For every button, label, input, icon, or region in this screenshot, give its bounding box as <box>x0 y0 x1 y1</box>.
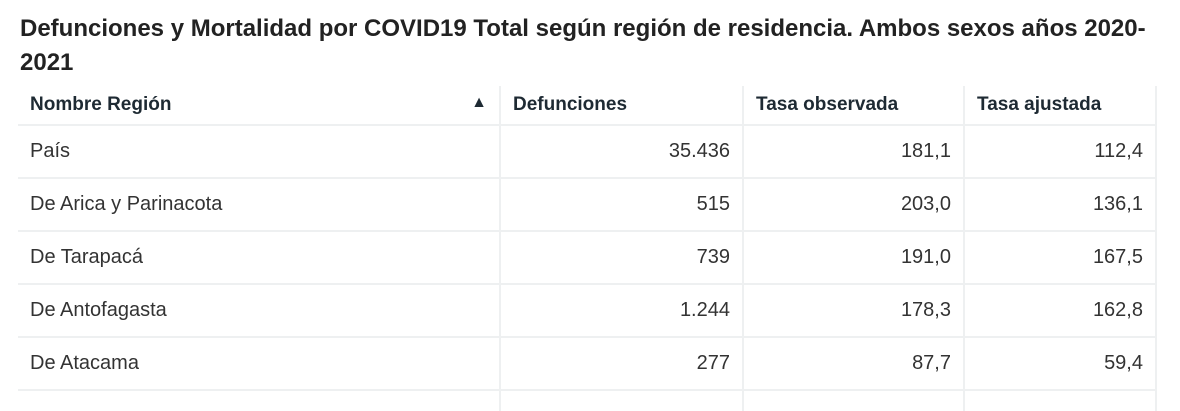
deaths-cell: 515 <box>500 178 744 232</box>
table-row: De Atacama 277 87,7 59,4 <box>18 337 1157 391</box>
empty-cell <box>964 390 1157 411</box>
region-name-cell: De Tarapacá <box>18 231 501 285</box>
deaths-cell: 1.244 <box>500 284 744 338</box>
observed-rate-cell: 203,0 <box>743 178 965 232</box>
column-label: Nombre Región <box>30 94 172 115</box>
column-header-deaths[interactable]: Defunciones <box>500 86 744 126</box>
empty-cell <box>18 390 501 411</box>
column-header-region[interactable]: Nombre Región ▲ <box>18 86 501 126</box>
table-row-partial <box>18 390 1157 411</box>
adjusted-rate-cell: 162,8 <box>964 284 1157 338</box>
empty-cell <box>743 390 965 411</box>
sort-ascending-icon[interactable]: ▲ <box>471 94 487 111</box>
table-row: De Tarapacá 739 191,0 167,5 <box>18 231 1157 285</box>
column-header-observed-rate[interactable]: Tasa observada <box>743 86 965 126</box>
region-name-cell: De Atacama <box>18 337 501 391</box>
deaths-cell: 739 <box>500 231 744 285</box>
observed-rate-cell: 87,7 <box>743 337 965 391</box>
adjusted-rate-cell: 59,4 <box>964 337 1157 391</box>
region-name-cell: De Arica y Parinacota <box>18 178 501 232</box>
column-header-adjusted-rate[interactable]: Tasa ajustada <box>964 86 1157 126</box>
adjusted-rate-cell: 112,4 <box>964 125 1157 179</box>
deaths-cell: 277 <box>500 337 744 391</box>
observed-rate-cell: 191,0 <box>743 231 965 285</box>
observed-rate-cell: 178,3 <box>743 284 965 338</box>
table-title: Defunciones y Mortalidad por COVID19 Tot… <box>20 15 1146 76</box>
adjusted-rate-cell: 136,1 <box>964 178 1157 232</box>
region-name-cell: País <box>18 125 501 179</box>
region-mortality-table: Nombre Región ▲ Defunciones Tasa observad… <box>18 86 1157 411</box>
adjusted-rate-cell: 167,5 <box>964 231 1157 285</box>
table-row: País 35.436 181,1 112,4 <box>18 125 1157 179</box>
observed-rate-cell: 181,1 <box>743 125 965 179</box>
region-name-cell: De Antofagasta <box>18 284 501 338</box>
empty-cell <box>500 390 744 411</box>
deaths-cell: 35.436 <box>500 125 744 179</box>
table-row: De Antofagasta 1.244 178,3 162,8 <box>18 284 1157 338</box>
header-row: Nombre Región ▲ Defunciones Tasa observad… <box>18 86 1157 126</box>
table-row: De Arica y Parinacota 515 203,0 136,1 <box>18 178 1157 232</box>
